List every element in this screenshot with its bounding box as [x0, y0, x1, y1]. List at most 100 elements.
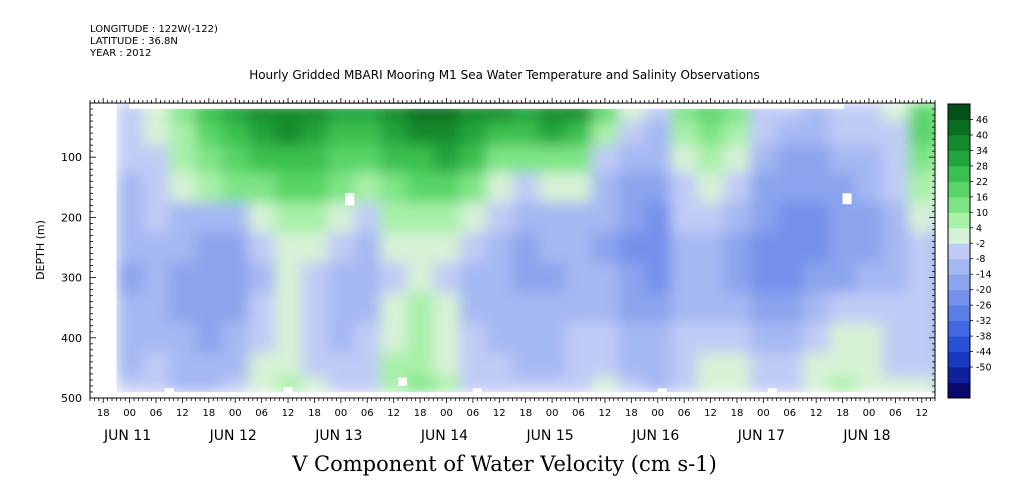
- x-hour-tick-label: 18: [836, 408, 849, 419]
- data-gap: [283, 387, 293, 396]
- field-cell: [248, 262, 276, 294]
- field-cell: [142, 202, 171, 234]
- field-cell: [406, 145, 435, 174]
- data-gaps: [91, 104, 935, 403]
- x-hour-tick-label: 00: [651, 408, 664, 419]
- velocity-field: [116, 103, 935, 393]
- y-axis-label: DEPTH (m): [34, 220, 47, 280]
- x-hour-tick-label: 00: [757, 408, 770, 419]
- field-cell: [882, 103, 910, 123]
- field-cell: [750, 202, 778, 234]
- data-gap: [657, 388, 667, 398]
- colorbar-segment: [948, 289, 970, 306]
- field-cell: [327, 232, 356, 264]
- field-cell: [248, 172, 276, 204]
- field-cell: [301, 202, 329, 234]
- field-cell: [274, 262, 303, 294]
- metadata-block: LONGITUDE : 122W(-122) LATITUDE : 36.8N …: [90, 24, 218, 60]
- field-cell: [116, 202, 144, 234]
- field-cell: [142, 121, 171, 147]
- field-cell: [618, 202, 646, 234]
- field-cell: [670, 376, 699, 393]
- field-cell: [750, 145, 778, 174]
- field-cell: [855, 376, 884, 393]
- field-cell: [169, 145, 197, 174]
- field-cell: [433, 121, 461, 147]
- colorbar-label: -44: [976, 347, 992, 358]
- field-cell: [116, 352, 144, 378]
- field-cell: [433, 292, 461, 324]
- field-cell: [195, 145, 224, 174]
- longitude-label: LONGITUDE : 122W(-122): [90, 24, 218, 35]
- field-cell: [195, 292, 224, 324]
- field-cell: [142, 232, 171, 264]
- field-cell: [486, 202, 514, 234]
- field-cell: [354, 352, 382, 378]
- field-cell: [855, 262, 884, 294]
- field-cell: [855, 172, 884, 204]
- field-cell: [486, 145, 514, 174]
- field-cell: [380, 172, 408, 204]
- field-cell: [829, 322, 857, 354]
- field-cell: [248, 376, 276, 393]
- field-cell: [565, 322, 593, 354]
- field-cell: [142, 322, 171, 354]
- field-cell: [433, 262, 461, 294]
- field-cell: [855, 322, 884, 354]
- field-cell: [512, 202, 540, 234]
- field-cell: [776, 262, 804, 294]
- field-cell: [354, 262, 382, 294]
- field-cell: [142, 145, 171, 174]
- colorbar-label: 22: [976, 177, 988, 188]
- field-cell: [565, 262, 593, 294]
- field-cell: [222, 145, 250, 174]
- field-cell: [301, 172, 329, 204]
- x-day-tick-label: JUN 16: [631, 428, 679, 444]
- field-cell: [723, 172, 752, 204]
- field-cell: [274, 232, 303, 264]
- field-cell: [591, 262, 620, 294]
- field-cell: [750, 292, 778, 324]
- field-cell: [591, 322, 620, 354]
- x-hour-tick-label: 06: [361, 408, 374, 419]
- field-cell: [354, 202, 382, 234]
- field-cell: [776, 352, 804, 378]
- field-cell: [855, 232, 884, 264]
- field-cell: [723, 202, 752, 234]
- colorbar-label: 28: [976, 161, 988, 172]
- colorbar-segment: [948, 196, 970, 213]
- field-cell: [697, 232, 725, 264]
- field-cell: [670, 202, 699, 234]
- colorbar-segment: [948, 336, 970, 353]
- field-cell: [433, 352, 461, 378]
- colorbar-label: 10: [976, 208, 988, 219]
- field-cell: [486, 232, 514, 264]
- data-gap: [91, 391, 935, 398]
- field-cell: [723, 292, 752, 324]
- field-cell: [433, 202, 461, 234]
- field-cell: [195, 232, 224, 264]
- colorbar-segment: [948, 134, 970, 151]
- field-cell: [248, 202, 276, 234]
- field-cell: [142, 352, 171, 378]
- x-hour-tick-label: 12: [282, 408, 295, 419]
- field-cell: [301, 232, 329, 264]
- field-cell: [618, 262, 646, 294]
- x-hour-tick-label: 00: [334, 408, 347, 419]
- field-cell: [723, 145, 752, 174]
- field-cell: [538, 292, 567, 324]
- field-cell: [750, 352, 778, 378]
- x-axis: 18 00 06 12 18 00 06 12 18 00 06 12 18 00 06 12 18 00 06 12…: [89, 98, 936, 444]
- field-cell: [380, 232, 408, 264]
- field-cell: [195, 172, 224, 204]
- field-cell: [248, 352, 276, 378]
- field-cell: [486, 352, 514, 378]
- field-cell: [354, 322, 382, 354]
- field-cell: [512, 292, 540, 324]
- field-cell: [697, 322, 725, 354]
- x-day-tick-label: JUN 13: [314, 428, 362, 444]
- colorbar-segment: [948, 243, 970, 260]
- field-cell: [618, 232, 646, 264]
- colorbar-segment: [948, 181, 970, 198]
- field-cell: [802, 352, 831, 378]
